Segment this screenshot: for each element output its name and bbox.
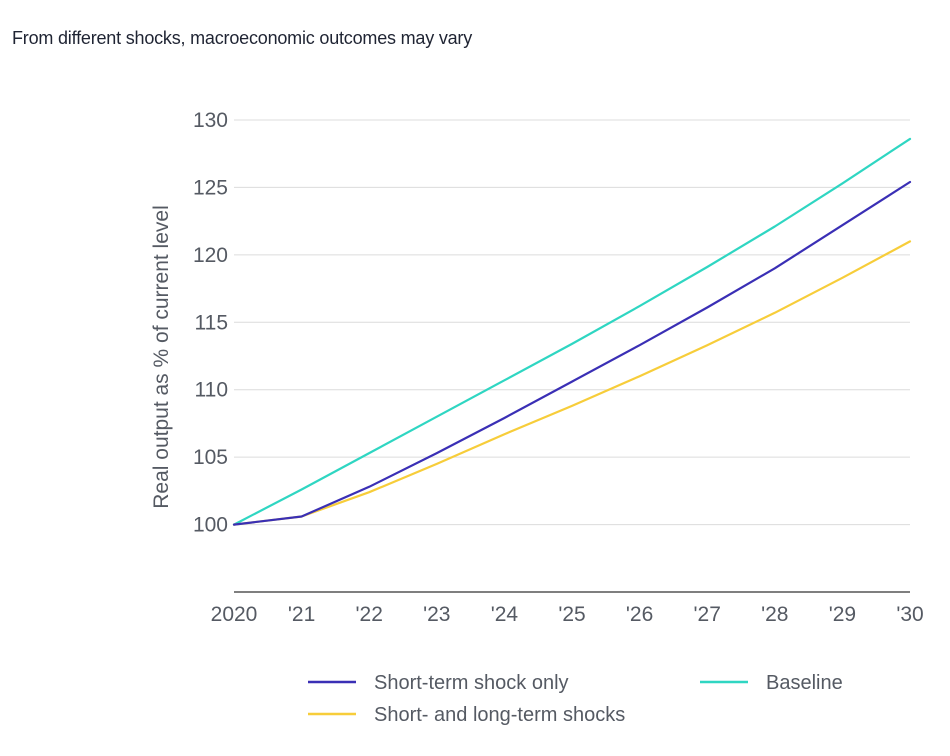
x-tick-label: '22 (356, 603, 383, 626)
y-tick-label: 115 (195, 311, 228, 334)
y-tick-label: 125 (193, 176, 228, 199)
y-axis-title: Real output as % of current level (150, 205, 173, 509)
x-tick-label: '27 (694, 603, 721, 626)
legend: Short-term shock only Baseline Short- and … (308, 672, 843, 726)
series-line (232, 180, 912, 526)
x-tick-label: '26 (626, 603, 653, 626)
y-tick-label: 130 (193, 109, 228, 132)
y-tick-label: 120 (193, 244, 228, 267)
x-tick-label: '25 (558, 603, 585, 626)
x-tick-label: '21 (288, 603, 315, 626)
y-tick-label: 110 (195, 379, 228, 402)
series-lines (232, 137, 912, 526)
x-tick-label: '24 (491, 603, 519, 626)
legend-label: Short- and long-term shocks (374, 704, 625, 726)
x-tick-label: '29 (829, 603, 856, 626)
y-tick-label: 105 (193, 446, 228, 469)
chart-title: From different shocks, macroeconomic out… (12, 28, 473, 48)
y-tick-label: 100 (193, 514, 228, 537)
series-line (232, 240, 912, 526)
legend-label: Baseline (766, 672, 843, 694)
legend-label: Short-term shock only (374, 672, 569, 694)
series-line (232, 137, 912, 526)
y-axis-tick-labels: 100 105 110 115 120 125 130 (193, 109, 228, 537)
gridlines (234, 119, 910, 526)
x-tick-label: 2020 (211, 603, 258, 626)
x-tick-label: '23 (423, 603, 450, 626)
x-tick-label: '30 (896, 603, 923, 626)
x-tick-label: '28 (761, 603, 788, 626)
x-axis-tick-labels: 2020 '21 '22 '23 '24 '25 '26 '27 '28 '29 '30 (211, 603, 924, 626)
